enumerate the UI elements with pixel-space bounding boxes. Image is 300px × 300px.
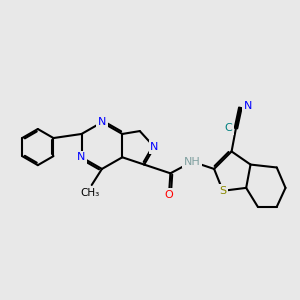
Text: C: C bbox=[225, 123, 232, 133]
Text: N: N bbox=[244, 101, 252, 111]
Text: N: N bbox=[77, 152, 86, 162]
Text: N: N bbox=[98, 117, 106, 127]
Text: CH₃: CH₃ bbox=[81, 188, 100, 198]
Text: NH: NH bbox=[184, 157, 201, 167]
Text: S: S bbox=[219, 186, 226, 196]
Text: N: N bbox=[150, 142, 159, 152]
Text: O: O bbox=[165, 190, 173, 200]
